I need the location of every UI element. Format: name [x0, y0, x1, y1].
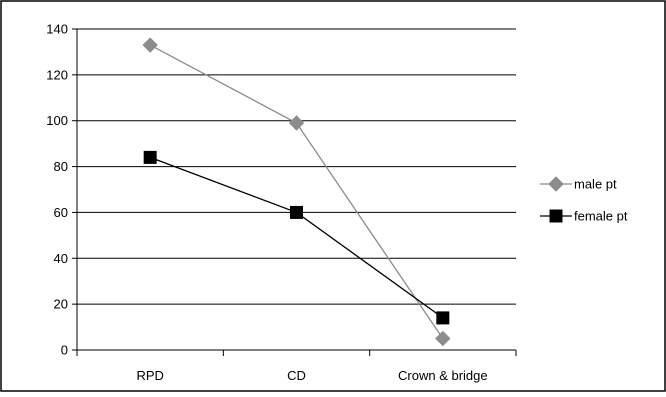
legend-label: female pt: [574, 209, 628, 224]
legend-marker-female-pt: [549, 209, 563, 223]
y-tick-label: 140: [46, 22, 68, 37]
y-tick-label: 20: [54, 297, 68, 312]
axes: 0 20 40 60 80 100 120 140 RPD CD Crown & bridge: [46, 22, 517, 383]
y-tick-label: 100: [46, 113, 68, 128]
y-tick-label: 40: [54, 251, 68, 266]
legend-item-male-pt: male pt: [540, 176, 617, 192]
data-point-female-pt: [143, 150, 157, 164]
data-point-female-pt: [436, 311, 450, 325]
data-point-female-pt: [290, 205, 303, 219]
y-tick-label: 0: [61, 343, 68, 358]
series-layer: [142, 37, 451, 347]
legend-marker-male-pt: [548, 176, 564, 192]
legend-item-female-pt: female pt: [540, 209, 628, 224]
legend: male pt female pt: [540, 176, 628, 224]
data-point-male-pt: [435, 330, 451, 347]
y-tick-label: 60: [54, 205, 68, 220]
legend-label: male pt: [574, 177, 617, 192]
x-tick-label: Crown & bridge: [398, 368, 488, 383]
data-point-male-pt: [288, 115, 305, 131]
x-tick-label: CD: [287, 368, 306, 383]
x-tick-label: RPD: [136, 368, 163, 383]
y-tick-label: 120: [46, 67, 68, 82]
y-tick-label: 80: [54, 159, 68, 174]
data-point-male-pt: [142, 37, 158, 53]
